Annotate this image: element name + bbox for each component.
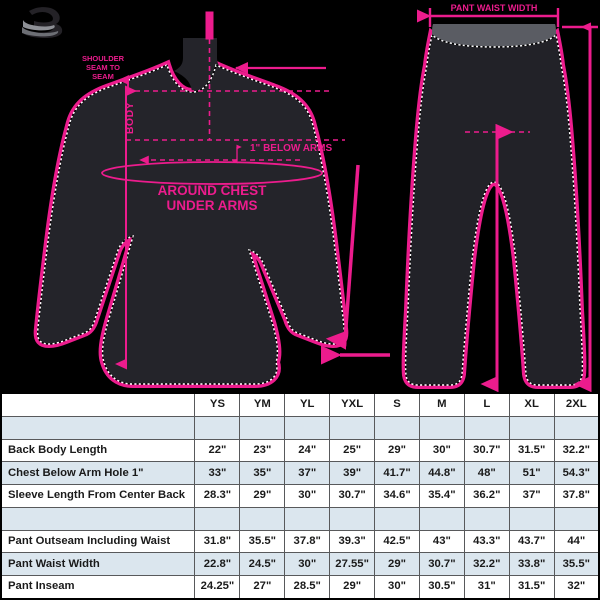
svg-text:1" BELOW ARMS: 1" BELOW ARMS <box>250 143 332 154</box>
svg-text:SEAM: SEAM <box>92 72 114 81</box>
svg-text:UNDER ARMS: UNDER ARMS <box>167 198 258 213</box>
svg-text:SHOULDER: SHOULDER <box>82 54 125 63</box>
svg-text:AROUND CHEST: AROUND CHEST <box>158 183 268 198</box>
svg-text:BODY: BODY <box>124 102 136 134</box>
svg-text:PANT WAIST WIDTH: PANT WAIST WIDTH <box>451 3 538 13</box>
svg-text:SEAM TO: SEAM TO <box>86 63 120 72</box>
